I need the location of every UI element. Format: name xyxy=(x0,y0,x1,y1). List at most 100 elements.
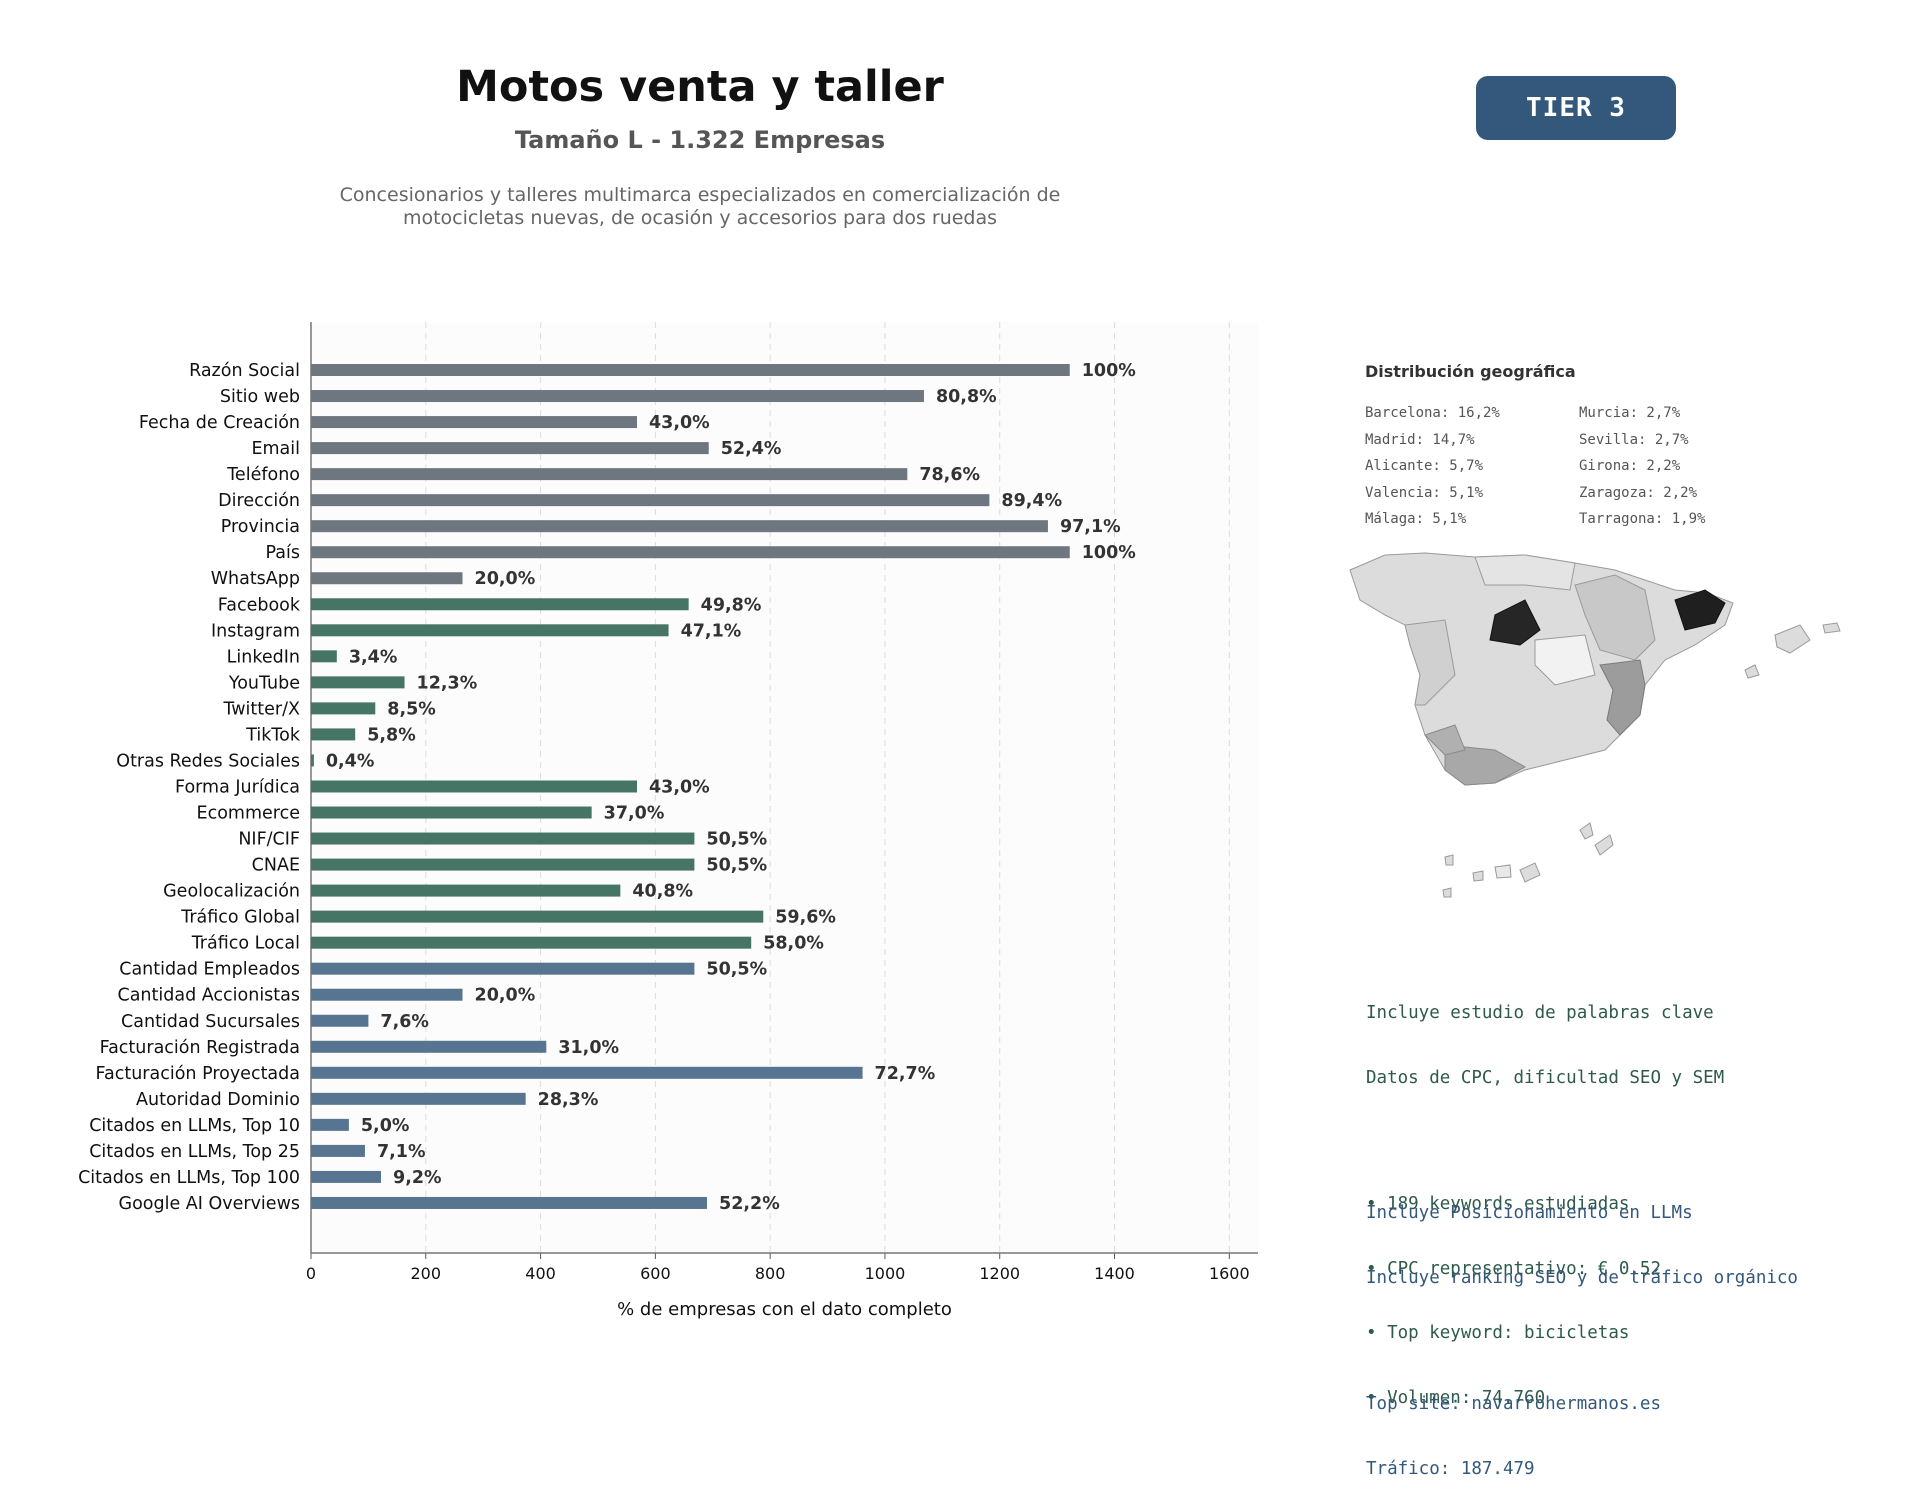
keywords-line: Datos de CPC, dificultad SEO y SEM xyxy=(1366,1067,1725,1088)
y-tick-label: Facturación Registrada xyxy=(100,1038,300,1058)
y-tick-label: Razón Social xyxy=(189,361,300,381)
bar-value-label: 78,6% xyxy=(919,465,980,485)
bar xyxy=(311,624,669,637)
geo-list-left: Barcelona: 16,2% Madrid: 14,7% Alicante:… xyxy=(1365,400,1500,533)
y-tick-label: Google AI Overviews xyxy=(119,1194,300,1214)
y-tick-label: Citados en LLMs, Top 100 xyxy=(78,1168,300,1188)
bar-chart: 0 200 400 600 800 1000 1200 1400 1600 Razón Socia… xyxy=(78,322,1258,1320)
y-tick-label: Autoridad Dominio xyxy=(136,1090,300,1110)
y-tick-label: Provincia xyxy=(221,517,300,537)
y-tick-label: Geolocalización xyxy=(163,882,300,902)
y-tick-label: TikTok xyxy=(245,725,301,745)
bar xyxy=(311,676,405,689)
bar xyxy=(311,936,752,949)
map-canary-3 xyxy=(1519,862,1541,883)
x-tick-label: 800 xyxy=(755,1264,786,1283)
bar xyxy=(311,1170,382,1183)
y-tick-label: Facturación Proyectada xyxy=(96,1064,300,1084)
y-tick-label: Otras Redes Sociales xyxy=(116,751,300,771)
bar-value-label: 37,0% xyxy=(604,804,665,824)
map-region-aragon xyxy=(1574,574,1656,661)
bar xyxy=(311,1196,708,1209)
map-canary-4 xyxy=(1494,864,1512,879)
bar-value-label: 97,1% xyxy=(1060,517,1121,537)
bar xyxy=(311,416,637,429)
x-tick-label: 200 xyxy=(411,1264,442,1283)
chart-subtitle: Tamaño L - 1.322 Empresas xyxy=(514,126,886,154)
y-tick-label: CNAE xyxy=(252,856,300,876)
y-tick-label: Tráfico Local xyxy=(191,934,300,954)
x-tick-label: 600 xyxy=(640,1264,671,1283)
bar xyxy=(311,858,695,871)
bar-value-label: 59,6% xyxy=(775,908,836,928)
bar-value-label: 28,3% xyxy=(538,1090,599,1110)
y-tick-label: País xyxy=(266,543,300,563)
llm-line: Incluye ranking SEO y de tráfico orgánic… xyxy=(1366,1267,1798,1288)
x-tick-label: 0 xyxy=(306,1264,316,1283)
x-tick-label: 1600 xyxy=(1209,1264,1250,1283)
llm-info: Incluye Posicionamiento en LLMs Incluye … xyxy=(1366,1160,1798,1502)
geo-item: Málaga: 5,1% xyxy=(1365,511,1467,527)
bar xyxy=(311,1014,369,1027)
keywords-bullet: • CPC representativo: € 0.52 xyxy=(1366,1258,1662,1279)
y-tick-label: Cantidad Sucursales xyxy=(121,1012,300,1032)
sector-description: Concesionarios y talleres multimarca esp… xyxy=(339,184,1061,229)
bar-value-label: 3,4% xyxy=(349,647,398,667)
bar xyxy=(311,1092,526,1105)
bar xyxy=(311,962,695,975)
y-tick-label: YouTube xyxy=(228,673,300,693)
bar-value-label: 89,4% xyxy=(1001,491,1062,511)
y-tick-label: NIF/CIF xyxy=(238,830,300,850)
y-tick-label: Twitter/X xyxy=(222,699,300,719)
geo-item: Madrid: 14,7% xyxy=(1365,431,1475,448)
chart-title: Motos venta y taller xyxy=(456,62,944,112)
bar-value-label: 49,8% xyxy=(701,595,762,615)
keywords-bullet: • Top keyword: bicicletas xyxy=(1366,1323,1630,1343)
bar-value-label: 7,6% xyxy=(380,1012,429,1032)
bar xyxy=(311,598,689,611)
y-tick-label: Instagram xyxy=(211,621,300,641)
geo-item: Alicante: 5,7% xyxy=(1365,458,1484,474)
geo-list-right: Murcia: 2,7% Sevilla: 2,7% Girona: 2,2% … xyxy=(1579,400,1705,533)
y-tick-label: Teléfono xyxy=(226,465,300,485)
llm-line: Incluye Posicionamiento en LLMs xyxy=(1366,1203,1693,1223)
y-tick-label: Forma Jurídica xyxy=(175,777,300,797)
map-canary-2 xyxy=(1579,822,1594,840)
bar-value-label: 52,4% xyxy=(721,439,782,459)
y-tick-label: Cantidad Accionistas xyxy=(117,986,300,1006)
bar xyxy=(311,1066,863,1079)
bar xyxy=(311,572,463,585)
map-canary-5 xyxy=(1472,870,1484,882)
bar-value-label: 50,5% xyxy=(706,856,767,876)
map-region-andalucia-south xyxy=(1444,744,1527,786)
y-tick-label: Dirección xyxy=(218,491,300,511)
y-tick-label: Citados en LLMs, Top 25 xyxy=(89,1142,300,1162)
map-region-madrid xyxy=(1489,599,1541,646)
tier-badge: TIER 3 xyxy=(1476,76,1676,140)
bar xyxy=(311,832,695,845)
geo-title: Distribución geográfica xyxy=(1365,362,1576,381)
bar xyxy=(311,546,1070,559)
bar xyxy=(311,1118,349,1131)
y-tick-label: WhatsApp xyxy=(211,569,300,589)
geo-item: Girona: 2,2% xyxy=(1579,458,1681,474)
geo-item: Murcia: 2,7% xyxy=(1579,405,1681,421)
bar-value-label: 5,8% xyxy=(367,725,416,745)
keywords-line: Incluye estudio de palabras clave xyxy=(1366,1003,1714,1023)
bar-value-label: 43,0% xyxy=(649,777,710,797)
x-tick-label: 1200 xyxy=(979,1264,1020,1283)
bar-value-label: 50,5% xyxy=(706,960,767,980)
bar xyxy=(311,442,709,455)
bar-value-label: 43,0% xyxy=(649,413,710,433)
bar-value-label: 50,5% xyxy=(706,830,767,850)
bar-value-label: 47,1% xyxy=(681,621,742,641)
y-tick-label: Cantidad Empleados xyxy=(119,960,300,980)
bar xyxy=(311,910,764,923)
bar-value-label: 0,4% xyxy=(326,751,375,771)
geo-item: Zaragoza: 2,2% xyxy=(1579,484,1698,501)
bar xyxy=(311,806,592,819)
bar xyxy=(311,494,990,507)
x-tick-label: 400 xyxy=(525,1264,556,1283)
map-canary-6 xyxy=(1444,854,1454,866)
map-balearic-mallorca xyxy=(1774,624,1811,654)
